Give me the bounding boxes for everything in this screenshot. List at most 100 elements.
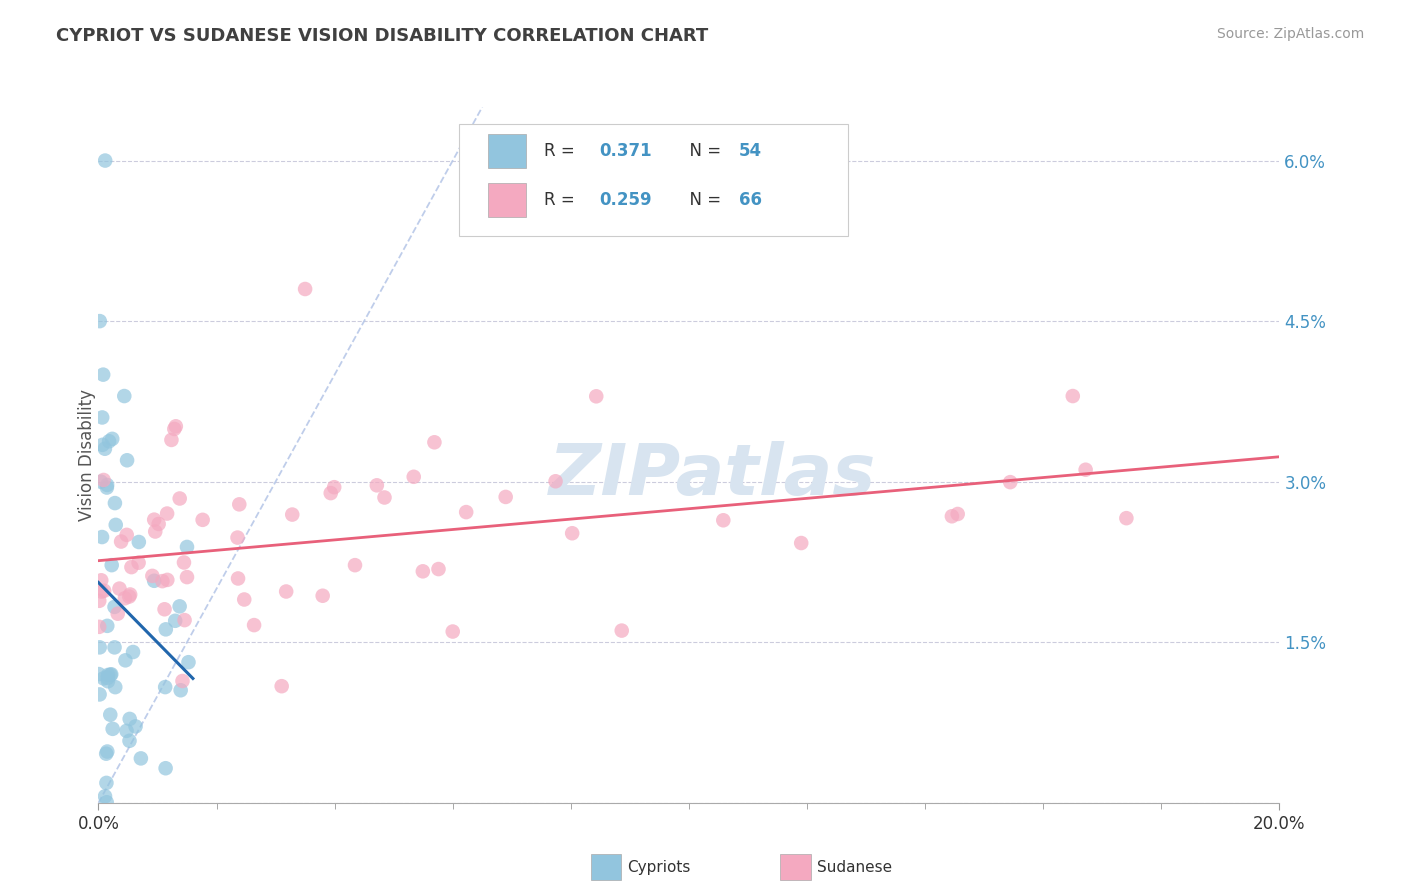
Point [423, 435, 446, 450]
Point [143, 524, 166, 539]
Point [101, 432, 124, 446]
Point [191, 513, 214, 527]
Point [176, 570, 198, 584]
Point [96, 747, 118, 761]
Point [115, 723, 138, 738]
Text: R =: R = [544, 142, 579, 160]
Point [711, 513, 734, 527]
Point [100, 558, 122, 573]
Bar [488, 183, 526, 217]
Point [156, 573, 179, 587]
Point [1000, 475, 1022, 490]
Point [104, 517, 127, 532]
Point [366, 478, 388, 492]
Point [101, 722, 124, 736]
Point [343, 558, 366, 573]
Point [97, 671, 120, 685]
Point [163, 422, 186, 436]
Point [311, 589, 333, 603]
Point [1062, 389, 1084, 403]
Point [173, 556, 195, 570]
Point [1074, 463, 1097, 477]
Point [128, 535, 150, 549]
Point [107, 607, 129, 621]
Point [153, 680, 176, 694]
Point [129, 751, 152, 765]
Point [112, 389, 135, 403]
Point [115, 453, 138, 467]
Point [97, 674, 120, 689]
Point [98, 434, 121, 449]
Point [87, 667, 110, 681]
Text: Sudanese: Sudanese [817, 860, 891, 874]
Text: ZIPatlas: ZIPatlas [548, 442, 876, 510]
Point [143, 574, 166, 588]
Text: N =: N = [679, 191, 727, 209]
Point [169, 491, 191, 506]
Point [122, 645, 145, 659]
Point [441, 624, 464, 639]
Point [170, 683, 193, 698]
Point [91, 438, 114, 452]
Point [120, 560, 142, 574]
Point [100, 667, 122, 681]
Point [585, 389, 607, 403]
Bar [488, 134, 526, 168]
Point [1115, 511, 1137, 525]
Point [96, 745, 118, 759]
Point [373, 491, 395, 505]
Point [103, 599, 125, 614]
Text: 0.259: 0.259 [599, 191, 652, 209]
Text: R =: R = [544, 191, 579, 209]
Y-axis label: Vision Disability: Vision Disability [79, 389, 96, 521]
Point [89, 314, 111, 328]
Point [90, 584, 112, 599]
Text: Cypriots: Cypriots [627, 860, 690, 874]
Point [276, 584, 298, 599]
Point [114, 653, 136, 667]
Point [96, 481, 118, 495]
Point [115, 528, 138, 542]
Point [108, 582, 131, 596]
FancyBboxPatch shape [458, 124, 848, 235]
Point [495, 490, 517, 504]
Point [124, 719, 146, 733]
Point [91, 530, 114, 544]
Point [89, 594, 111, 608]
Point [456, 505, 478, 519]
Point [173, 613, 195, 627]
Point [89, 640, 111, 655]
Point [165, 614, 187, 628]
Point [143, 513, 166, 527]
Point [118, 712, 141, 726]
Point [96, 795, 118, 809]
Point [270, 679, 292, 693]
Point [103, 640, 125, 655]
Point [141, 569, 163, 583]
Point [128, 556, 150, 570]
Point [148, 516, 170, 531]
Point [96, 478, 118, 492]
Point [155, 623, 177, 637]
Point [294, 282, 316, 296]
Text: 54: 54 [738, 142, 762, 160]
Point [110, 534, 132, 549]
Point [228, 497, 250, 511]
Point [165, 419, 187, 434]
Point [561, 526, 583, 541]
Point [97, 668, 120, 682]
Point [160, 433, 183, 447]
Point [94, 153, 117, 168]
Point [114, 591, 136, 606]
Point [544, 475, 567, 489]
Point [153, 602, 176, 616]
Point [91, 410, 114, 425]
Point [155, 761, 177, 775]
Point [118, 733, 141, 747]
Point [156, 507, 179, 521]
Point [94, 789, 117, 804]
Point [412, 564, 434, 578]
Point [610, 624, 633, 638]
Text: CYPRIOT VS SUDANESE VISION DISABILITY CORRELATION CHART: CYPRIOT VS SUDANESE VISION DISABILITY CO… [56, 27, 709, 45]
Point [150, 574, 173, 589]
